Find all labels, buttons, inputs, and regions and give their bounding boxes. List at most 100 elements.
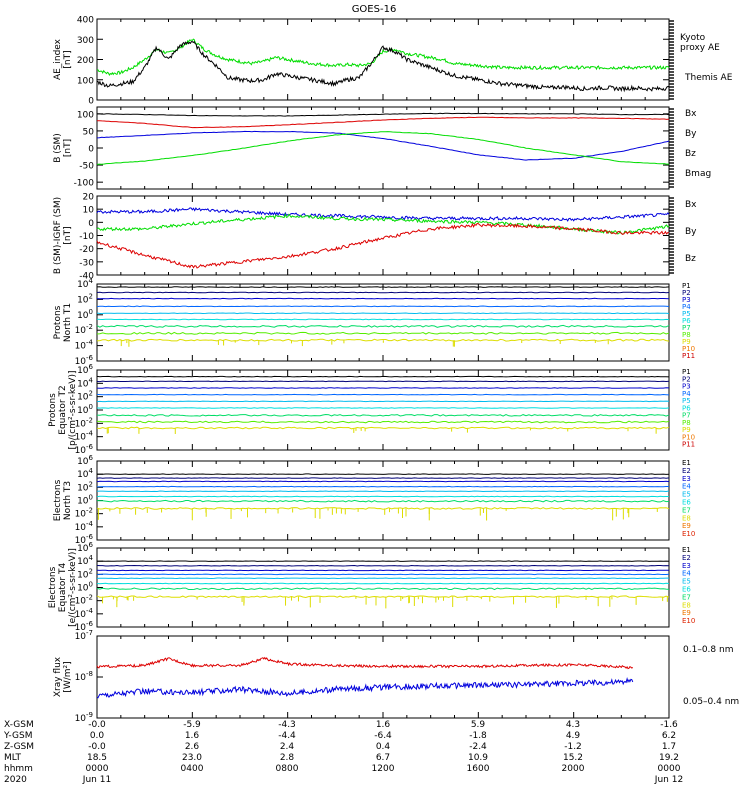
p2-channel-P5: [96, 400, 670, 403]
db-series-by: [96, 213, 670, 235]
e3-label-E6: E6: [682, 499, 691, 507]
axis-cell: Jun 12: [654, 775, 683, 785]
e3-ytick-exp: 4: [89, 467, 94, 475]
p2-ytick-label: 104: [77, 376, 93, 389]
axis-cell: Jun 11: [82, 775, 111, 785]
e4-channel-E2: [96, 564, 670, 567]
p1-ytick-label: 100: [77, 308, 93, 321]
p2-ylabel: Protons Equator T2 [p/(cm²-s-sr-keV)]: [48, 371, 78, 450]
e3-ylabel-line: Electrons: [53, 479, 63, 521]
axis-cell: 0800: [276, 764, 299, 774]
p1-label-P9: P9: [682, 338, 691, 346]
p1-ytick-exp: 0: [89, 308, 93, 316]
axis-cell: 4.9: [566, 731, 581, 741]
e3-label-E4: E4: [682, 483, 691, 491]
ae-ylabel-line: [nT]: [63, 50, 73, 68]
axis-row-label: Y-GSM: [3, 731, 32, 741]
p1-label-P8: P8: [682, 331, 691, 339]
axis-cell: 0.0: [90, 731, 105, 741]
e3-ytick-label: 10-2: [75, 507, 93, 520]
e3-ytick-label: 104: [77, 467, 93, 480]
p2-ytick-exp: -6: [86, 443, 94, 451]
axis-cell: -1.2: [564, 742, 582, 752]
p2-label-P9: P9: [682, 426, 691, 434]
b-ytick-label: 100: [77, 110, 94, 120]
e4-channel-E3: [96, 569, 670, 572]
e3-label-E8: E8: [682, 514, 691, 522]
e3-label-E3: E3: [682, 475, 691, 483]
p1-label-P10: P10: [682, 345, 695, 353]
axis-cell: 1.6: [376, 720, 391, 730]
p2-label-P3: P3: [682, 383, 691, 391]
p2-label-P10: P10: [682, 433, 695, 441]
orbit-axis-table: X-GSM -0.0 -5.9 -4.3 1.6 5.9 4.3 -1.6 Y-GSM 0.0 1.…: [3, 720, 683, 785]
p2-label-P8: P8: [682, 419, 691, 427]
ae-legend-kyoto: Kyoto: [680, 33, 706, 43]
xray-ylabel-line: [W/m²]: [63, 661, 73, 692]
e4-label-E2: E2: [682, 554, 691, 562]
p1-ytick-exp: 2: [89, 292, 93, 300]
e4-label-E5: E5: [682, 578, 691, 586]
b-ylabel-line: [nT]: [63, 139, 73, 157]
db-ytick-label: 10: [83, 206, 95, 216]
e3-label-E1: E1: [682, 459, 691, 467]
axis-cell: 15.2: [563, 753, 583, 763]
axis-cell: 0400: [181, 764, 204, 774]
axis-cell: 0000: [658, 764, 681, 774]
ae-series-themis: [96, 40, 670, 93]
e3-channel-E7: [96, 499, 670, 503]
axis-cell: 2.6: [185, 742, 200, 752]
axis-row-label: Z-GSM: [4, 742, 34, 752]
p2-frame: [96, 369, 670, 451]
p2-ytick-exp: 2: [89, 390, 93, 398]
b-legend-bmag: Bmag: [685, 169, 711, 179]
axis-cell: 19.2: [659, 753, 679, 763]
p1-label-P6: P6: [682, 317, 691, 325]
axis-row-label: hhmm: [4, 764, 33, 774]
e4-frame: [96, 547, 670, 628]
p1-label-P3: P3: [682, 296, 691, 304]
e4-ytick-exp: 4: [89, 554, 94, 562]
p2-ylabel-line: Equator T2: [58, 385, 68, 434]
axis-cell: 10.9: [468, 753, 488, 763]
p2-ytick-exp: -4: [86, 430, 94, 438]
p2-channel-P6: [96, 407, 670, 409]
b-series-bz: [97, 116, 670, 129]
axis-cell: 4.3: [566, 720, 580, 730]
p2-ylabel-line: [p/(cm²-s-sr-keV)]: [68, 371, 78, 450]
db-ytick-label: -20: [79, 245, 94, 255]
ae-frame: [96, 18, 670, 101]
ae-ylabel-line: AE_index: [53, 38, 63, 80]
e4-label-E4: E4: [682, 570, 691, 578]
p1-ylabel-line: North T1: [63, 303, 73, 342]
e3-label-E9: E9: [682, 522, 691, 530]
p2-ytick-label: 102: [77, 390, 93, 403]
axis-cell: -5.9: [183, 720, 201, 730]
p2-ytick-exp: -2: [86, 416, 93, 424]
axis-cell: 1.7: [662, 742, 676, 752]
axis-cell: 0000: [86, 764, 109, 774]
xray-legend-short: 0.05–0.4 nm: [683, 697, 739, 707]
p1-ytick-label: 102: [77, 292, 93, 305]
axis-cell: 18.5: [87, 753, 107, 763]
e3-ytick-exp: -6: [86, 533, 94, 541]
e3-channel-E5: [96, 490, 670, 493]
b-series-by: [96, 131, 669, 165]
b-series-bmag: [97, 112, 670, 117]
p2-label-P1: P1: [682, 368, 691, 376]
b-ytick-label: 0: [88, 145, 94, 155]
p1-channel-P1: [96, 286, 670, 288]
e4-ytick-exp: 6: [89, 541, 94, 549]
e3-ytick-label: 100: [77, 494, 93, 507]
ae-legend-themis: Themis AE: [684, 73, 733, 83]
db-legend-bz: Bz: [685, 254, 696, 264]
axis-cell: 1.6: [185, 731, 200, 741]
p2-channel-P9: [96, 426, 670, 430]
e3-channel-E2: [96, 477, 670, 479]
ae-legend-kyoto-2: proxy AE: [680, 43, 720, 53]
e4-label-E1: E1: [682, 546, 691, 554]
p1-ytick-exp: 4: [89, 277, 94, 285]
e4-label-E3: E3: [682, 562, 691, 570]
db-legend-bx: Bx: [685, 200, 697, 210]
p1-channel-P4: [96, 305, 670, 308]
